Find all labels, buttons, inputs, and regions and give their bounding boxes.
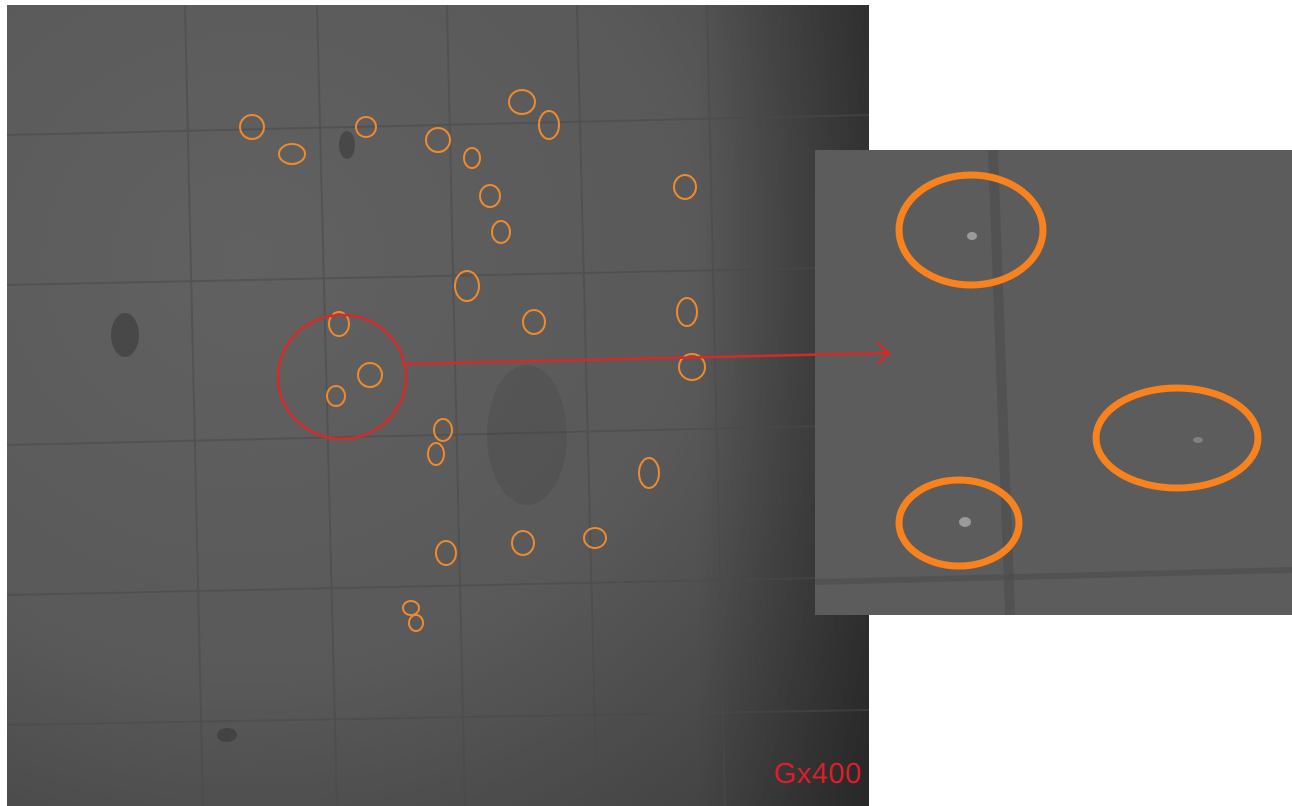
dark-spots xyxy=(111,131,567,742)
zoom-inset xyxy=(815,150,1292,615)
inset-background xyxy=(815,150,1292,615)
zoom-inset-canvas xyxy=(815,150,1292,615)
microscope-image xyxy=(7,5,869,806)
magnification-label: Gx400 xyxy=(774,758,862,790)
microscope-image-canvas xyxy=(7,5,869,806)
